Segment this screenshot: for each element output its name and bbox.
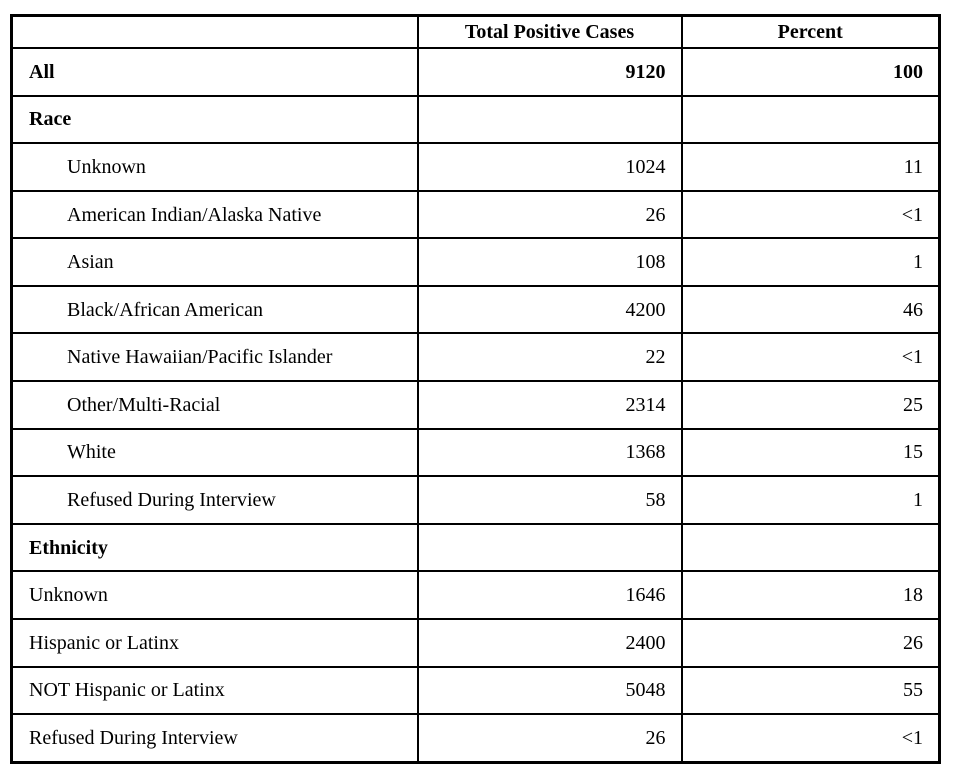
percent-cell: <1 — [680, 189, 941, 240]
percent-cell: <1 — [680, 332, 941, 383]
total-positive-cases-cell: 4200 — [416, 284, 683, 335]
table-row: Refused During Interview 58 1 — [10, 475, 941, 525]
percent-cell: <1 — [680, 713, 941, 764]
percent-cell — [680, 94, 941, 145]
percent-cell: 100 — [680, 47, 941, 97]
total-positive-cases-cell: 2400 — [416, 617, 683, 668]
total-positive-cases-cell — [416, 522, 683, 573]
row-label-cell: American Indian/Alaska Native — [10, 189, 419, 240]
row-label-cell: Hispanic or Latinx — [10, 617, 419, 668]
percent-cell: 18 — [680, 570, 941, 620]
table-row: Refused During Interview 26 <1 — [10, 713, 941, 764]
row-label-cell: Ethnicity — [10, 522, 419, 573]
row-label-cell: Native Hawaiian/Pacific Islander — [10, 332, 419, 383]
total-positive-cases-cell: 5048 — [416, 665, 683, 716]
table-row: American Indian/Alaska Native 26 <1 — [10, 189, 941, 240]
row-label-cell: Refused During Interview — [10, 475, 419, 525]
percent-cell: 25 — [680, 380, 941, 430]
total-positive-cases-cell: 2314 — [416, 380, 683, 430]
table-row: Unknown 1646 18 — [10, 570, 941, 620]
percent-cell: 46 — [680, 284, 941, 335]
total-positive-cases-cell — [416, 94, 683, 145]
percent-cell: 26 — [680, 617, 941, 668]
table-row: NOT Hispanic or Latinx 5048 55 — [10, 665, 941, 716]
row-label-cell: Asian — [10, 237, 419, 287]
table-row: Other/Multi-Racial 2314 25 — [10, 380, 941, 430]
row-label-cell: Other/Multi-Racial — [10, 380, 419, 430]
positive-cases-table-container: Total Positive Cases Percent All 9120 100 R… — [10, 14, 941, 764]
table-body: All 9120 100 Race Unknown 1024 11 American Indi… — [10, 47, 941, 764]
total-positive-cases-cell: 1368 — [416, 427, 683, 478]
row-label-cell: Unknown — [10, 142, 419, 192]
total-positive-cases-cell: 1024 — [416, 142, 683, 192]
percent-cell: 55 — [680, 665, 941, 716]
header-category — [10, 14, 419, 49]
total-positive-cases-cell: 9120 — [416, 47, 683, 97]
positive-cases-table: Total Positive Cases Percent All 9120 100 R… — [10, 14, 941, 764]
row-label-cell: Race — [10, 94, 419, 145]
row-label-cell: NOT Hispanic or Latinx — [10, 665, 419, 716]
table-row: Hispanic or Latinx 2400 26 — [10, 617, 941, 668]
row-label-cell: Unknown — [10, 570, 419, 620]
table-row: Unknown 1024 11 — [10, 142, 941, 192]
total-positive-cases-cell: 58 — [416, 475, 683, 525]
header-percent: Percent — [680, 14, 941, 49]
total-positive-cases-cell: 26 — [416, 713, 683, 764]
row-label-cell: White — [10, 427, 419, 478]
total-positive-cases-cell: 22 — [416, 332, 683, 383]
row-label-cell: Black/African American — [10, 284, 419, 335]
percent-cell — [680, 522, 941, 573]
total-positive-cases-cell: 1646 — [416, 570, 683, 620]
table-row: Ethnicity — [10, 522, 941, 573]
header-row: Total Positive Cases Percent — [10, 14, 941, 49]
table-row: Asian 108 1 — [10, 237, 941, 287]
table-row: White 1368 15 — [10, 427, 941, 478]
percent-cell: 1 — [680, 475, 941, 525]
row-label-cell: All — [10, 47, 419, 97]
table-row: All 9120 100 — [10, 47, 941, 97]
percent-cell: 11 — [680, 142, 941, 192]
percent-cell: 15 — [680, 427, 941, 478]
header-total-positive-cases: Total Positive Cases — [416, 14, 683, 49]
row-label-cell: Refused During Interview — [10, 713, 419, 764]
total-positive-cases-cell: 26 — [416, 189, 683, 240]
table-row: Race — [10, 94, 941, 145]
table-row: Black/African American 4200 46 — [10, 284, 941, 335]
percent-cell: 1 — [680, 237, 941, 287]
table-row: Native Hawaiian/Pacific Islander 22 <1 — [10, 332, 941, 383]
total-positive-cases-cell: 108 — [416, 237, 683, 287]
